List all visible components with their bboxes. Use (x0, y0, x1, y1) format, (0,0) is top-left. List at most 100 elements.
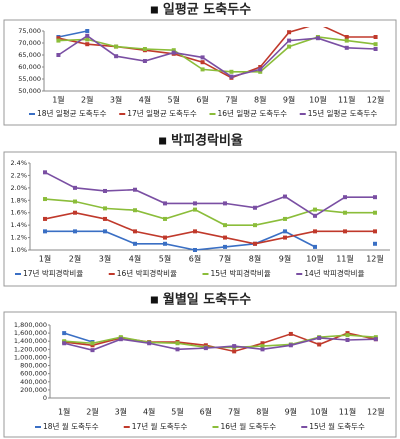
point (343, 229, 347, 234)
point (232, 344, 237, 349)
y-tick-label: 50,000 (18, 87, 41, 95)
point (43, 216, 47, 221)
point (373, 35, 378, 39)
legend-label: 17년 박피경락비율 (23, 268, 83, 278)
y-tick-label: 1.6% (10, 209, 27, 217)
x-tick-label: 8월 (249, 254, 261, 264)
y-tick-label: 70,000 (18, 39, 41, 47)
series-line (58, 30, 88, 38)
point (114, 44, 119, 49)
panel-border (3, 19, 397, 126)
point (315, 36, 320, 41)
point (253, 205, 257, 210)
x-tick-label: 12월 (366, 254, 384, 264)
series-line (63, 337, 376, 351)
y-tick-label: 1,400,000 (14, 337, 47, 345)
point (142, 59, 147, 63)
legend-label: 15년 월 도축두수 (309, 421, 365, 431)
point (103, 216, 107, 221)
y-tick-label: 1.8% (10, 196, 27, 204)
x-tick-label: 3월 (110, 95, 122, 105)
point (85, 37, 90, 42)
y-tick-label: 1,000,000 (14, 353, 47, 361)
point (103, 206, 107, 211)
point (229, 74, 234, 79)
y-tick-label: 1.2% (10, 234, 27, 242)
legend-label: 18년 월 도축두수 (43, 421, 99, 431)
chart-title: 일평균 도축두수 (163, 2, 251, 18)
title-bullet (159, 137, 167, 145)
point (163, 201, 167, 206)
point (288, 343, 293, 348)
point (316, 22, 320, 26)
panel-border (3, 311, 397, 438)
point (114, 54, 119, 59)
x-tick-label: 7월 (228, 407, 240, 417)
point (223, 201, 227, 206)
point (163, 235, 167, 240)
x-tick-label: 1월 (52, 95, 64, 105)
x-tick-label: 4월 (143, 407, 155, 417)
panel-border (3, 151, 397, 287)
legend-label: 16년 월 도축두수 (221, 421, 277, 431)
point (103, 188, 107, 193)
y-tick-label: 65,000 (18, 51, 41, 59)
point (90, 341, 95, 346)
x-tick-label: 4월 (139, 95, 151, 105)
point (175, 347, 180, 352)
point (313, 207, 317, 212)
point (373, 210, 377, 215)
point (313, 213, 317, 218)
point (313, 244, 317, 249)
y-tick-label: 1,600,000 (14, 329, 47, 337)
point (317, 342, 322, 347)
point (260, 347, 265, 352)
point (373, 335, 378, 340)
point (43, 229, 47, 234)
point (200, 67, 205, 72)
point (344, 38, 349, 43)
point (175, 341, 180, 346)
point (258, 67, 263, 72)
y-tick-label: 2.0% (10, 184, 27, 192)
point (147, 341, 152, 346)
point (373, 42, 378, 47)
y-tick-label: 0 (43, 394, 47, 402)
point (260, 341, 265, 346)
point (232, 349, 237, 354)
point (343, 195, 347, 200)
point (62, 341, 67, 346)
x-tick-label: 9월 (279, 254, 291, 264)
point (287, 44, 292, 49)
x-tick-label: 3월 (99, 254, 111, 264)
x-tick-label: 3월 (115, 407, 127, 417)
point (260, 344, 265, 349)
point (163, 216, 167, 221)
point (133, 208, 137, 213)
point (283, 229, 287, 234)
y-tick-label: 400,000 (20, 378, 47, 386)
point (223, 235, 227, 240)
x-tick-label: 5월 (168, 95, 180, 105)
point (193, 201, 197, 206)
point (258, 65, 263, 69)
point (373, 241, 377, 246)
x-tick-label: 9월 (285, 407, 297, 417)
point (373, 337, 378, 342)
legend-label: 15년 일평균 도축두수 (308, 108, 378, 118)
point (203, 346, 208, 351)
legend-label: 14년 박피경락비율 (304, 268, 364, 278)
series-line (63, 332, 93, 343)
x-tick-label: 7월 (225, 95, 237, 105)
point (43, 170, 47, 175)
legend-label: 17년 일평균 도축두수 (127, 108, 197, 118)
point (118, 337, 123, 342)
series-line (58, 27, 376, 79)
x-tick-label: 2월 (81, 95, 93, 105)
point (90, 348, 95, 353)
point (317, 335, 322, 340)
x-tick-label: 12월 (367, 407, 385, 417)
plot (43, 170, 377, 252)
x-tick-label: 10월 (310, 407, 328, 417)
plot (56, 22, 378, 80)
